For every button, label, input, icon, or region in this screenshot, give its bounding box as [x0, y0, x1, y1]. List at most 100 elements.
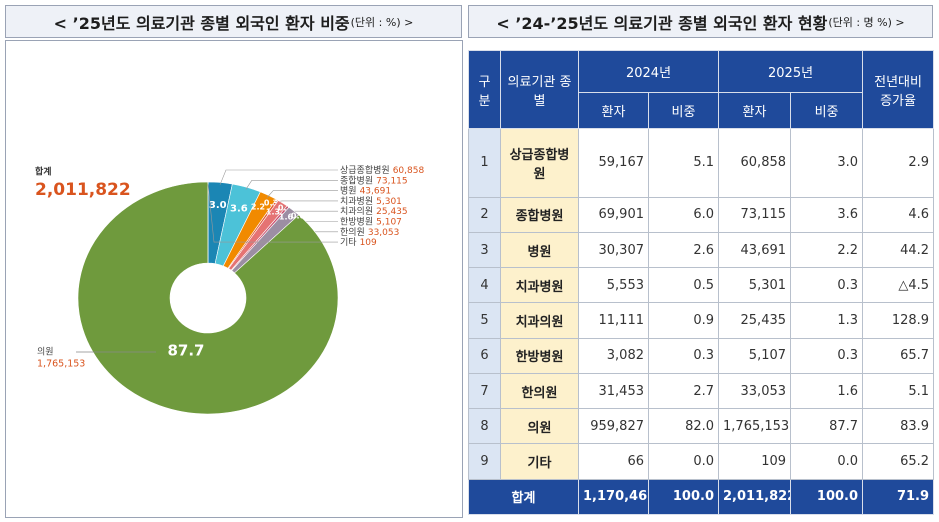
- chart-panel: 3.0 상급종합병원 60,858 3.6 종합병원 73,115 2.2 병원 43,691 0…: [5, 40, 463, 518]
- table-cell: 31,453: [578, 372, 649, 410]
- table-cell: 5,107: [718, 337, 792, 374]
- total-cell: 1,170,467: [578, 478, 649, 516]
- header-cell: 전년대비 증가율: [862, 50, 935, 129]
- table-cell: 5.1: [647, 128, 720, 198]
- table-cell: 0.0: [647, 443, 720, 480]
- leader-line: [275, 200, 338, 203]
- patients-label: 25,435: [376, 207, 408, 217]
- leader-line: [207, 184, 338, 243]
- annotation: 치과의원 25,435: [340, 205, 408, 217]
- subheader-cell: 비중: [790, 92, 864, 129]
- table-cell: 2.9: [862, 128, 935, 198]
- table-cell: 69,901: [578, 196, 649, 233]
- total-cell: 2,011,822: [718, 478, 792, 516]
- subheader-cell: 비중: [647, 92, 720, 129]
- subheader-cell: 환자: [578, 92, 649, 129]
- data-table: 구분 의료기관 종별 2024년 2025년 전년대비 증가율 환자 비중 환자 비중 1 상급종합…: [468, 50, 935, 516]
- table-cell: 0.9: [647, 302, 720, 339]
- left-unit: (단위 : %) >: [350, 15, 414, 29]
- value-label: 3.0: [209, 200, 227, 211]
- total-label: 합계: [35, 166, 52, 178]
- table-cell: 2.6: [647, 231, 720, 269]
- table-cell: 3,082: [578, 337, 649, 374]
- table-cell: 128.9: [862, 302, 935, 339]
- header-row: 구분 의료기관 종별 2024년 2025년 전년대비 증가율: [468, 50, 935, 129]
- category-label: 한의원: [340, 226, 365, 237]
- table-cell: 2: [468, 196, 501, 233]
- subheader-row: 환자 비중 환자 비중: [469, 92, 934, 129]
- table-cell: 5.1: [862, 372, 935, 410]
- table-cell: 82.0: [647, 408, 720, 445]
- total-cell: 합계: [468, 478, 579, 516]
- table-cell: 1: [468, 128, 501, 198]
- total-value: 2,011,822: [35, 180, 131, 200]
- table-cell: 1,765,153: [718, 408, 792, 445]
- table-cell: 43,691: [718, 231, 792, 269]
- annotation: 치과병원 5,301: [340, 194, 402, 206]
- table-cell: 한방병원: [500, 337, 579, 374]
- table-cell: 30,307: [578, 231, 649, 269]
- right-header: < ’24-’25년도 의료기관 종별 외국인 환자 현황 (단위 : 명 %) …: [468, 5, 933, 38]
- annotation: 한의원 33,053: [340, 226, 399, 237]
- table-cell: 9: [468, 443, 501, 480]
- category-label: 병원: [340, 185, 357, 196]
- subheader-cell: 환자: [718, 92, 792, 129]
- patients-label: 60,858: [393, 166, 425, 176]
- patients-label: 73,115: [376, 176, 408, 186]
- table-cell: 59,167: [578, 128, 649, 198]
- table-cell: 5: [468, 302, 501, 339]
- table-cell: 치과병원: [500, 267, 579, 304]
- table-cell: 25,435: [718, 302, 792, 339]
- value-label: 0.0: [291, 212, 306, 221]
- table-cell: 의원: [500, 408, 579, 445]
- table-cell: 73,115: [718, 196, 792, 233]
- table-cell: 한의원: [500, 372, 579, 410]
- table-cell: 8: [468, 408, 501, 445]
- table-cell: 4.6: [862, 196, 935, 233]
- category-label: 치과병원: [340, 194, 373, 206]
- table-cell: 959,827: [578, 408, 649, 445]
- table-cell: 0.5: [647, 267, 720, 304]
- table-cell: 3: [468, 231, 501, 269]
- patients-label: 5,107: [376, 217, 402, 227]
- slice: [77, 181, 339, 415]
- left-title: < ’25년도 의료기관 종별 외국인 환자 비중: [53, 13, 350, 33]
- total-cell: 100.0: [647, 478, 720, 516]
- table-row: 2 종합병원 69,901 6.0 73,115 3.6 4.6: [468, 196, 935, 233]
- value-label: 0.3: [278, 204, 292, 213]
- table-cell: 65.7: [862, 337, 935, 374]
- table-row: 3 병원 30,307 2.6 43,691 2.2 44.2: [468, 231, 935, 269]
- annotation: 병원 43,691: [340, 185, 391, 196]
- left-header: < ’25년도 의료기관 종별 외국인 환자 비중 (단위 : %) >: [5, 5, 462, 38]
- value-label: 0.3: [264, 199, 278, 208]
- table-cell: 5,301: [718, 267, 792, 304]
- total-cell: 71.9: [862, 478, 935, 516]
- table-cell: 5,553: [578, 267, 649, 304]
- category-label: 기타: [340, 237, 357, 248]
- patients-label: 43,691: [360, 186, 392, 196]
- table-row: 5 치과의원 11,111 0.9 25,435 1.3 128.9: [468, 302, 935, 339]
- table-row: 6 한방병원 3,082 0.3 5,107 0.3 65.7: [468, 337, 935, 374]
- table-cell: 병원: [500, 231, 579, 269]
- chart: 3.0 상급종합병원 60,858 3.6 종합병원 73,115 2.2 병원 43,691 0…: [35, 165, 424, 415]
- table-cell: 0.3: [647, 337, 720, 374]
- patients-label: 5,301: [376, 196, 402, 206]
- leader-line: [219, 169, 338, 185]
- category-label: 치과의원: [340, 205, 373, 217]
- table-cell: △4.5: [862, 267, 935, 304]
- table-cell: 2.7: [647, 372, 720, 410]
- table-cell: 3.0: [790, 128, 864, 198]
- value-label: 3.6: [230, 204, 248, 215]
- total-cell: 100.0: [790, 478, 864, 516]
- table-cell: 6: [468, 337, 501, 374]
- table-cell: 3.6: [790, 196, 864, 233]
- table-cell: 60,858: [718, 128, 792, 198]
- annotation: 종합병원 73,115: [340, 175, 408, 186]
- leader-line: [245, 180, 338, 190]
- table-cell: 상급종합병원: [500, 128, 579, 198]
- annotation: 상급종합병원 60,858: [340, 165, 424, 176]
- table-cell: 2.2: [790, 231, 864, 269]
- patients-label: 33,053: [368, 227, 400, 237]
